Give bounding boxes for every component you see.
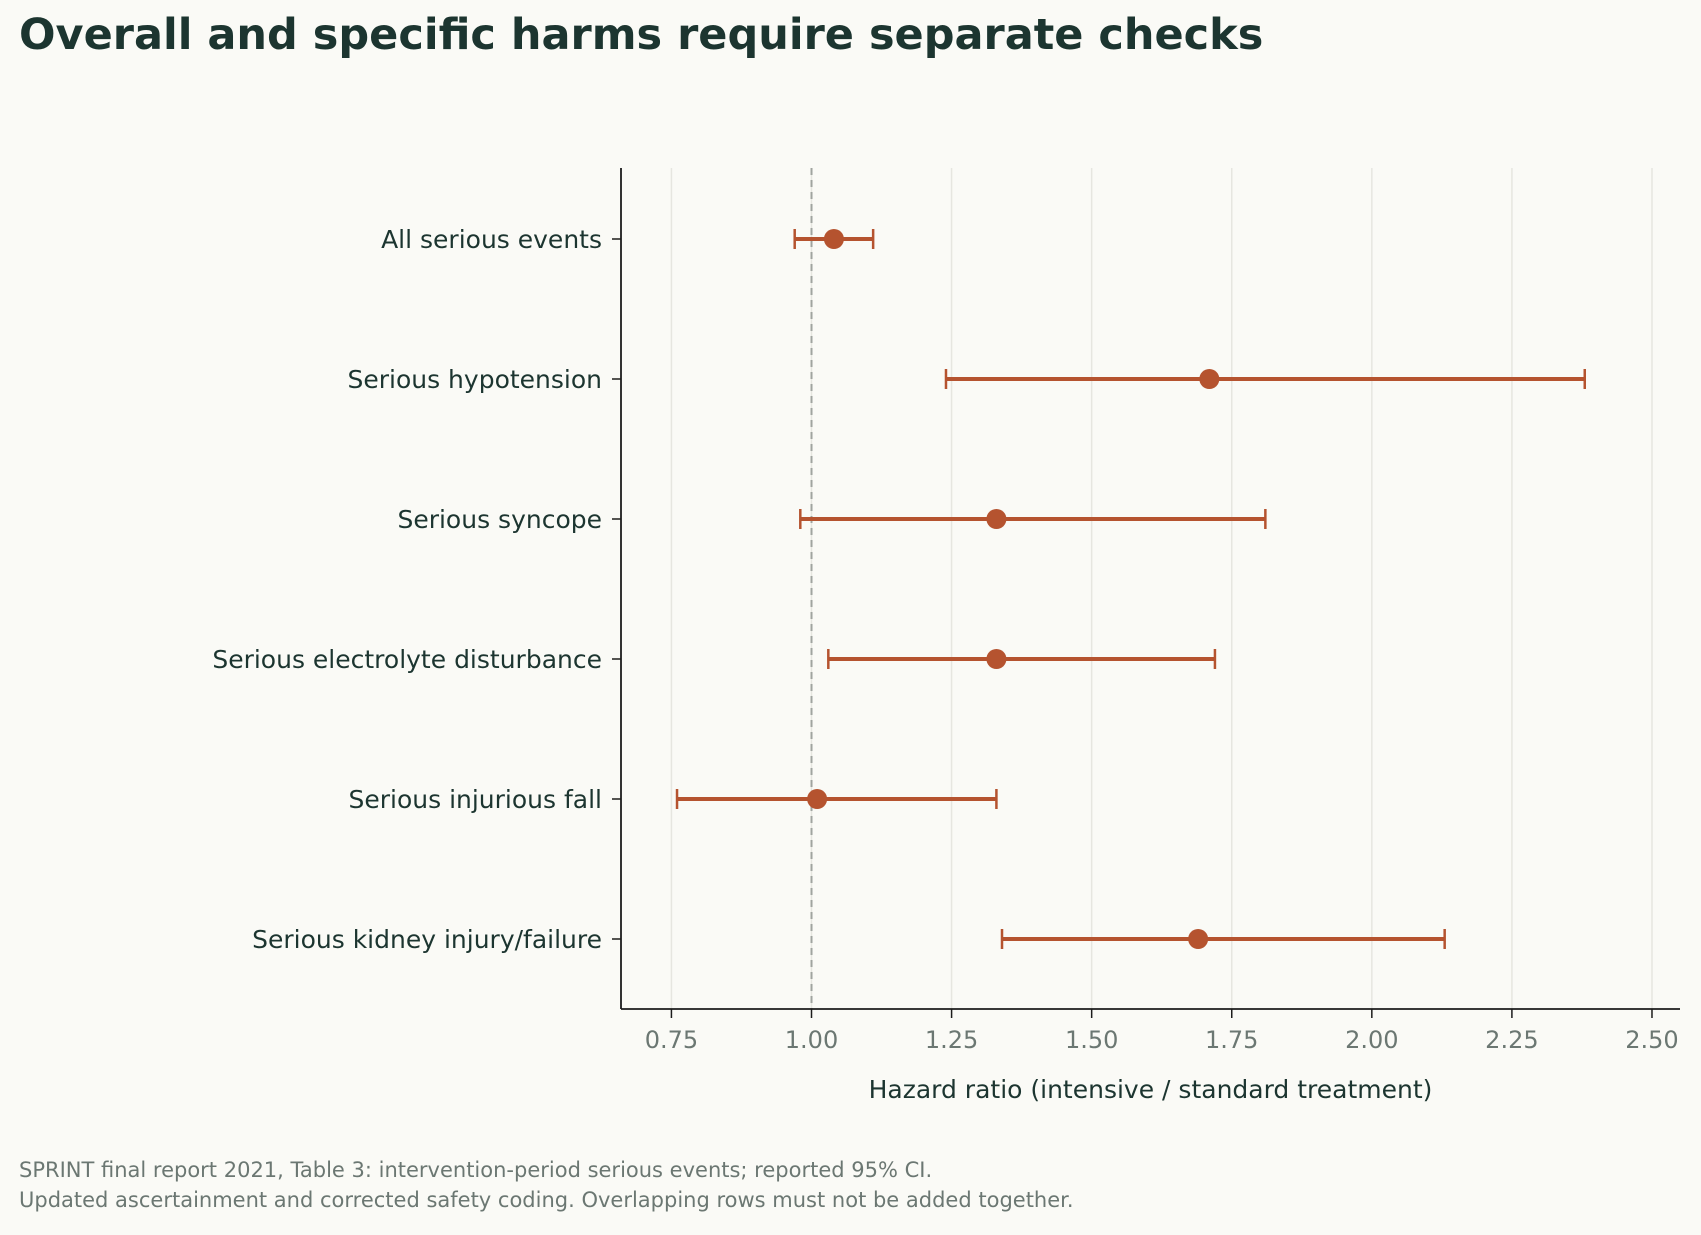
row-label: Serious injurious fall [348, 785, 602, 814]
forest-row: All serious events [381, 225, 875, 254]
x-tick-label: 2.25 [1485, 1026, 1538, 1054]
point-estimate [823, 229, 844, 249]
point-estimate [1188, 929, 1209, 949]
x-tick-label: 1.75 [1205, 1026, 1258, 1054]
footer-line-2: Updated ascertainment and corrected safe… [19, 1188, 1074, 1212]
x-axis-label: Hazard ratio (intensive / standard treat… [869, 1075, 1433, 1104]
x-tick-label: 2.50 [1625, 1026, 1678, 1054]
row-label: All serious events [381, 225, 602, 254]
footer-line-1: SPRINT final report 2021, Table 3: inter… [19, 1158, 933, 1182]
forest-row: Serious syncope [397, 505, 1267, 534]
point-estimate [1199, 369, 1220, 389]
point-estimate [807, 789, 828, 809]
row-label: Serious hypotension [347, 365, 602, 394]
forest-row: Serious injurious fall [348, 785, 998, 814]
axes-layer: 0.75 1.00 1.25 1.50 1.75 2.00 2.25 2.50 [620, 168, 1680, 1054]
point-estimate [986, 509, 1007, 529]
footer-note: SPRINT final report 2021, Table 3: inter… [19, 1155, 1074, 1215]
row-label: Serious kidney injury/failure [252, 925, 602, 954]
forest-row: Serious kidney injury/failure [252, 925, 1446, 954]
x-tick-label: 2.00 [1345, 1026, 1398, 1054]
x-tick-label: 1.25 [925, 1026, 978, 1054]
x-tick-label: 0.75 [645, 1026, 698, 1054]
grid-layer [670, 168, 1653, 1009]
rows-layer: All serious events Serious hypotension Ser… [212, 225, 1586, 954]
point-estimate [986, 649, 1007, 669]
forest-row: Serious electrolyte disturbance [212, 645, 1217, 674]
row-label: Serious syncope [397, 505, 602, 534]
row-label: Serious electrolyte disturbance [212, 645, 602, 674]
chart-title: Overall and specific harms require separ… [19, 10, 1264, 60]
x-tick-label: 1.00 [785, 1026, 838, 1054]
forest-row: Serious hypotension [347, 365, 1586, 394]
x-tick-label: 1.50 [1065, 1026, 1118, 1054]
